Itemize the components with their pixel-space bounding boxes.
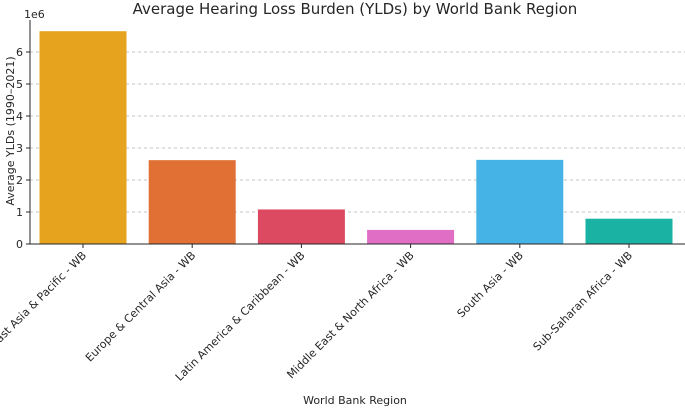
x-axis-label: World Bank Region xyxy=(303,394,407,407)
y-tick-label: 4 xyxy=(16,110,23,123)
y-tick-label: 5 xyxy=(16,78,23,91)
y-tick-label: 2 xyxy=(16,174,23,187)
y-axis-offset-label: 1e6 xyxy=(24,8,45,21)
gridlines xyxy=(30,51,685,213)
x-tick-label: Middle East & North Africa - WB xyxy=(284,249,416,381)
axes xyxy=(29,20,685,245)
x-tick-label: Europe & Central Asia - WB xyxy=(83,249,198,364)
bars xyxy=(39,31,673,245)
x-tick-label: East Asia & Pacific - WB xyxy=(0,249,89,350)
x-tick-label: Latin America & Caribbean - WB xyxy=(173,249,308,384)
y-tick-label: 1 xyxy=(16,206,23,219)
y-tick-label: 3 xyxy=(16,142,23,155)
y-tick-label: 0 xyxy=(16,238,23,251)
y-axis-label: Average YLDs (1990–2021) xyxy=(4,56,17,205)
bar xyxy=(148,160,236,244)
bar xyxy=(257,209,345,244)
bar xyxy=(367,229,455,244)
bar xyxy=(476,159,564,244)
bar xyxy=(585,218,673,244)
y-tick-label: 6 xyxy=(16,46,23,59)
y-tick-labels: 0 1 2 3 4 5 6 xyxy=(16,46,30,251)
x-tick-label: South Asia - WB xyxy=(455,249,526,320)
bar xyxy=(39,31,127,245)
chart-title: Average Hearing Loss Burden (YLDs) by Wo… xyxy=(133,0,578,18)
x-tick-label: Sub-Saharan Africa - WB xyxy=(531,249,636,354)
